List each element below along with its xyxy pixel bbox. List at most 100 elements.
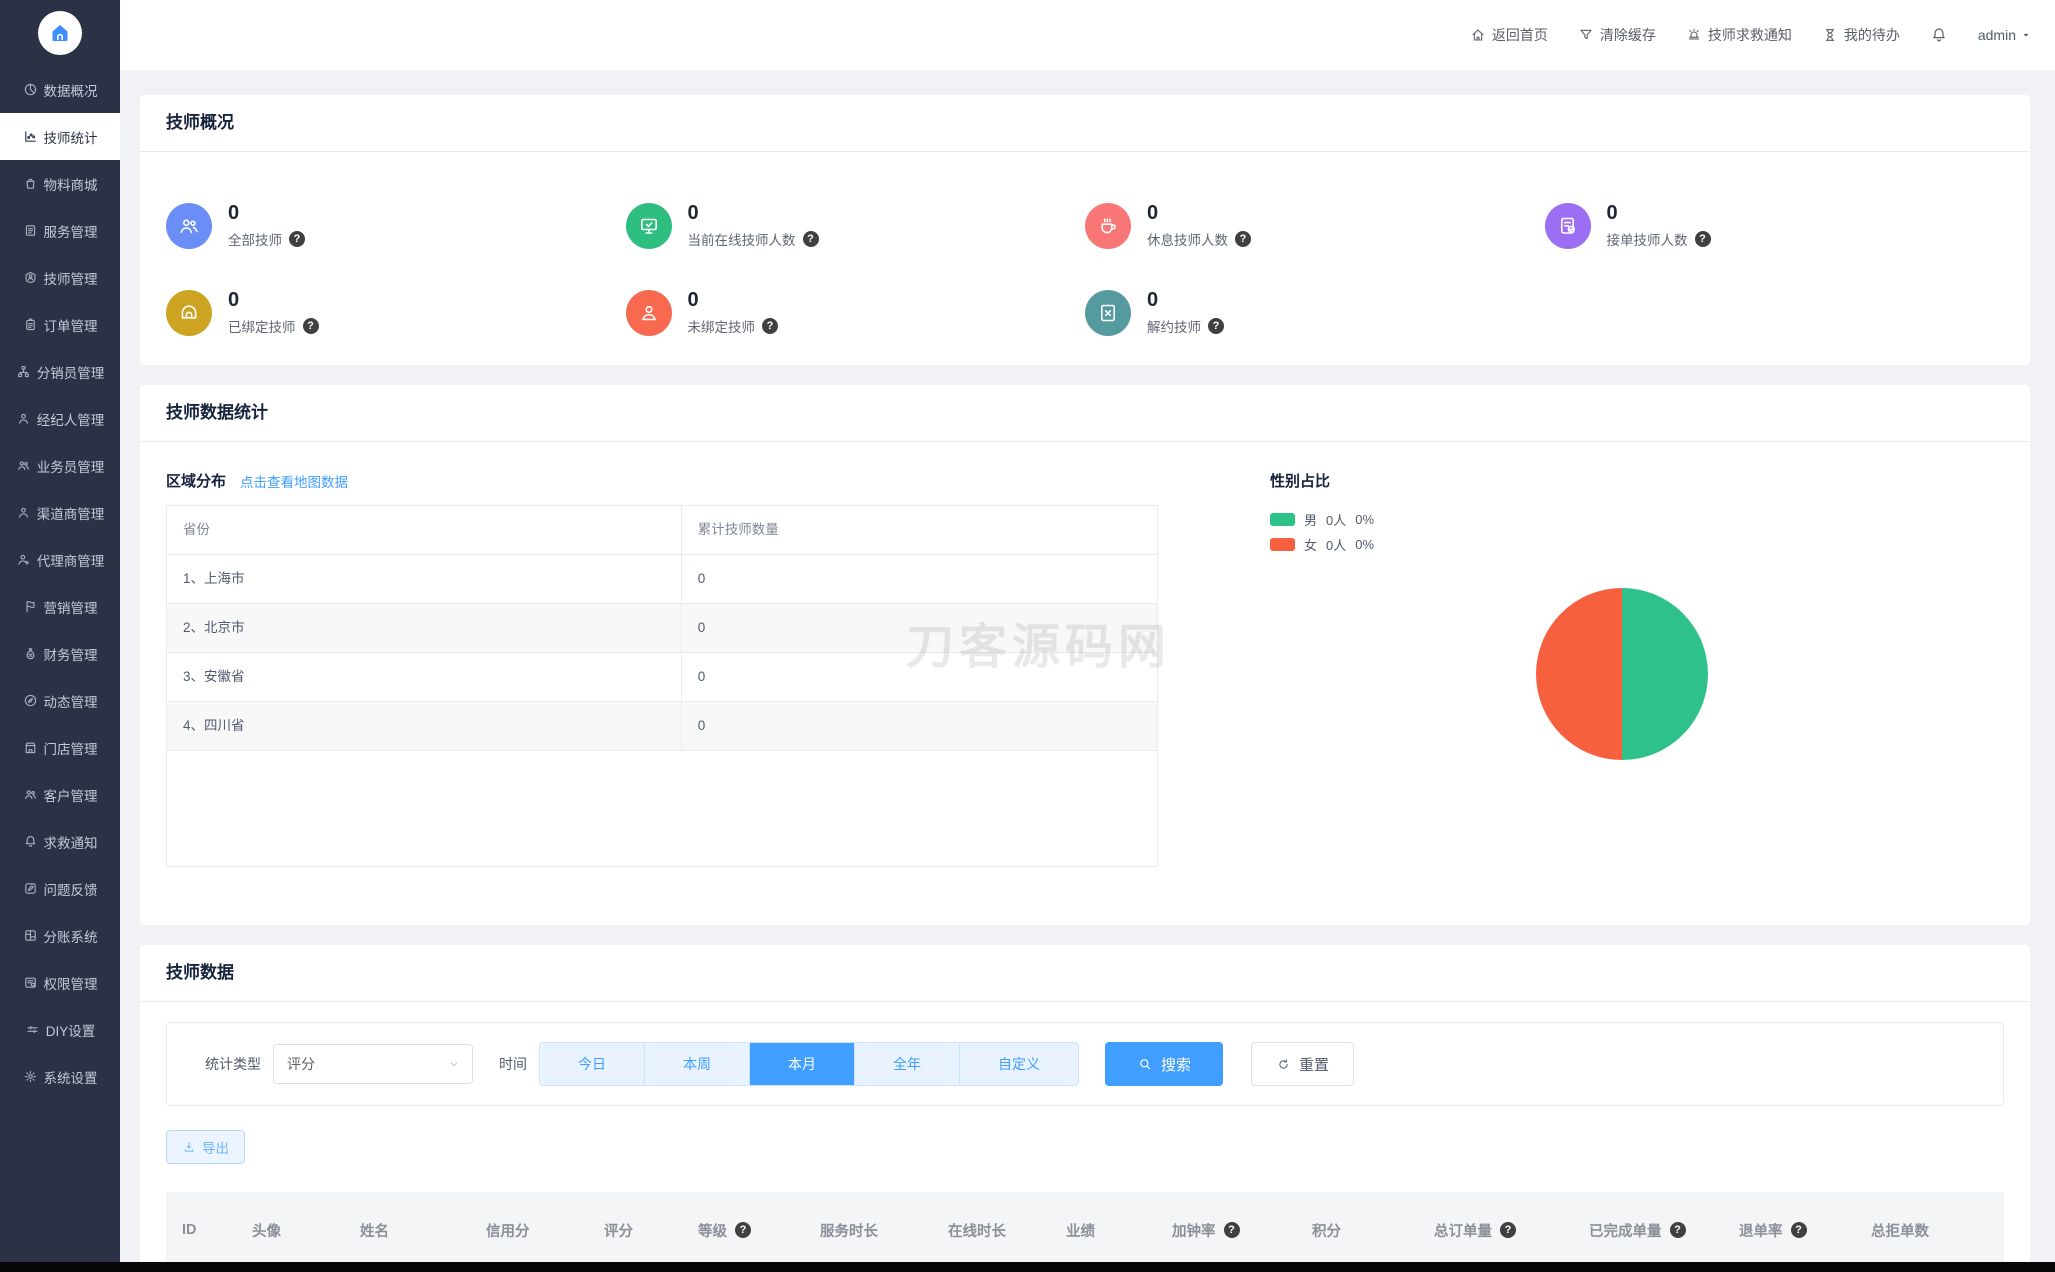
sidebar-item-finance-mgmt[interactable]: 财务管理	[0, 630, 120, 677]
stats-grid: 0 全部技师? 0 当前在线技师人数? 0 休息技师人数? 0 接单技师人数? 0 已绑定技师? 0…	[140, 152, 2030, 336]
sidebar-item-permission-mgmt[interactable]: 权限管理	[0, 959, 120, 1006]
sidebar-nav: 数据概况技师统计物料商城服务管理技师管理 订单管理分销员管理经纪人管理 业务员管理渠…	[0, 66, 120, 1100]
table-col-label: ID	[182, 1222, 197, 1238]
table-col-service-duration: 服务时长	[820, 1220, 948, 1241]
help-icon[interactable]: ?	[762, 318, 778, 334]
help-icon[interactable]: ?	[735, 1222, 751, 1238]
people-icon	[166, 202, 212, 249]
help-icon[interactable]: ?	[1790, 1222, 1807, 1238]
divider	[140, 1001, 2030, 1002]
sidebar-item-salesman-mgmt[interactable]: 业务员管理	[0, 442, 120, 489]
app-logo[interactable]	[0, 0, 120, 66]
sidebar-item-material-mall[interactable]: 物料商城	[0, 160, 120, 207]
person-icon	[16, 411, 31, 426]
table-col-label: 业绩	[1066, 1223, 1095, 1240]
stat-text: 0 未绑定技师?	[687, 289, 778, 336]
user-name: admin	[1977, 27, 2016, 43]
sidebar-item-service-mgmt[interactable]: 服务管理	[0, 207, 120, 254]
sidebar-item-diy-settings[interactable]: DIY设置	[0, 1006, 120, 1053]
stat-text: 0 全部技师?	[228, 202, 305, 249]
sidebar-item-data-overview[interactable]: 数据概况	[0, 66, 120, 113]
sidebar-item-label: 服务管理	[43, 224, 98, 240]
reset-button[interactable]: 重置	[1251, 1042, 1355, 1086]
stat-value: 0	[228, 202, 240, 224]
split-icon	[23, 928, 38, 943]
topbar-item-label: 清除缓存	[1599, 27, 1656, 43]
region-subtitle: 区域分布 点击查看地图数据	[166, 470, 1158, 491]
sidebar-item-technician-mgmt[interactable]: 技师管理	[0, 254, 120, 301]
bell-icon	[23, 834, 38, 849]
sidebar-item-marketing-mgmt[interactable]: 营销管理	[0, 583, 120, 630]
stat-type-select[interactable]: 评分	[273, 1044, 473, 1084]
sidebar-item-broker-mgmt[interactable]: 经纪人管理	[0, 395, 120, 442]
user-dropdown[interactable]: admin	[1978, 27, 2033, 43]
gender-title: 性别占比	[1270, 473, 1331, 490]
help-icon[interactable]: ?	[1694, 231, 1711, 247]
sidebar-item-order-mgmt[interactable]: 订单管理	[0, 301, 120, 348]
time-segment-this-month[interactable]: 本月	[750, 1043, 855, 1085]
time-segment-today[interactable]: 今日	[540, 1043, 645, 1085]
help-icon[interactable]: ?	[1235, 231, 1251, 247]
topbar-item-clear-cache[interactable]: 清除缓存	[1578, 25, 1656, 45]
sidebar-item-label: 权限管理	[43, 976, 98, 992]
time-segment-custom[interactable]: 自定义	[960, 1043, 1078, 1085]
table-col-label: 服务时长	[820, 1223, 878, 1240]
sidebar-item-ledger-system[interactable]: 分账系统	[0, 912, 120, 959]
topbar-item-back-home[interactable]: 返回首页	[1470, 25, 1548, 45]
time-segment-this-week[interactable]: 本周	[645, 1043, 750, 1085]
stat-value: 0	[687, 289, 699, 311]
search-icon	[1137, 1056, 1153, 1072]
stat-type-value: 评分	[287, 1056, 315, 1072]
sidebar-item-feedback[interactable]: 问题反馈	[0, 865, 120, 912]
help-icon[interactable]: ?	[1208, 318, 1224, 334]
help-icon[interactable]: ?	[302, 318, 319, 334]
sidebar-item-technician-stats[interactable]: 技师统计	[0, 113, 120, 160]
sidebar-item-label: 营销管理	[43, 600, 98, 616]
region-col-count: 累计技师数量	[697, 522, 779, 537]
sidebar-item-sos-notice[interactable]: 求救通知	[0, 818, 120, 865]
logo-circle	[38, 11, 82, 55]
stat-label: 接单技师人数?	[1607, 229, 1711, 249]
sidebar-item-label: 求救通知	[43, 835, 98, 851]
legend-count: 0人	[1326, 538, 1347, 553]
sidebar-item-customer-mgmt[interactable]: 客户管理	[0, 771, 120, 818]
sidebar-item-channel-mgmt[interactable]: 渠道商管理	[0, 489, 120, 536]
view-map-data-link[interactable]: 点击查看地图数据	[240, 474, 349, 490]
region-table-row: 1、上海市 0	[167, 555, 1157, 604]
table-col-label: 姓名	[360, 1223, 389, 1240]
region-cell-count: 0	[697, 669, 706, 684]
region-table-row: 3、安徽省 0	[167, 653, 1157, 702]
sidebar-item-activity-mgmt[interactable]: 动态管理	[0, 677, 120, 724]
help-icon[interactable]: ?	[1223, 1222, 1240, 1238]
help-icon[interactable]: ?	[1500, 1222, 1516, 1238]
table-col-label: 头像	[252, 1223, 281, 1240]
region-table-row: 4、四川省 0	[167, 702, 1157, 751]
export-button[interactable]: 导出	[166, 1130, 245, 1164]
sidebar-item-agent-mgmt[interactable]: 代理商管理	[0, 536, 120, 583]
topbar-item-my-todo[interactable]: 我的待办	[1822, 25, 1900, 45]
help-icon[interactable]: ?	[1669, 1222, 1686, 1238]
help-icon[interactable]: ?	[289, 231, 305, 247]
region-table-row: 2、北京市 0	[167, 604, 1157, 653]
sidebar: 数据概况技师统计物料商城服务管理技师管理 订单管理分销员管理经纪人管理 业务员管理渠…	[0, 0, 120, 1272]
tree-icon	[16, 364, 31, 379]
siren-icon	[1686, 27, 1702, 43]
sidebar-item-distributor-mgmt[interactable]: 分销员管理	[0, 348, 120, 395]
help-icon[interactable]: ?	[802, 231, 819, 247]
stat-label-text: 全部技师	[228, 233, 282, 248]
time-segment-this-year[interactable]: 全年	[855, 1043, 960, 1085]
sidebar-item-label: 分销员管理	[36, 365, 105, 381]
stat-text: 0 当前在线技师人数?	[688, 202, 819, 249]
region-cell-count: 0	[697, 718, 706, 733]
sidebar-item-label: DIY设置	[45, 1023, 96, 1039]
pencil-icon	[23, 881, 38, 896]
sidebar-item-system-settings[interactable]: 系统设置	[0, 1053, 120, 1100]
topbar-item-technician-sos-notice[interactable]: 技师求救通知	[1686, 25, 1792, 45]
table-col-label: 加钟率	[1172, 1223, 1216, 1240]
search-button[interactable]: 搜索	[1105, 1042, 1224, 1086]
stat-label-text: 已绑定技师	[228, 320, 296, 335]
sidebar-item-store-mgmt[interactable]: 门店管理	[0, 724, 120, 771]
flag-icon	[23, 599, 38, 614]
notification-bell-icon[interactable]	[1930, 26, 1948, 44]
sidebar-item-label: 技师统计	[43, 130, 98, 146]
